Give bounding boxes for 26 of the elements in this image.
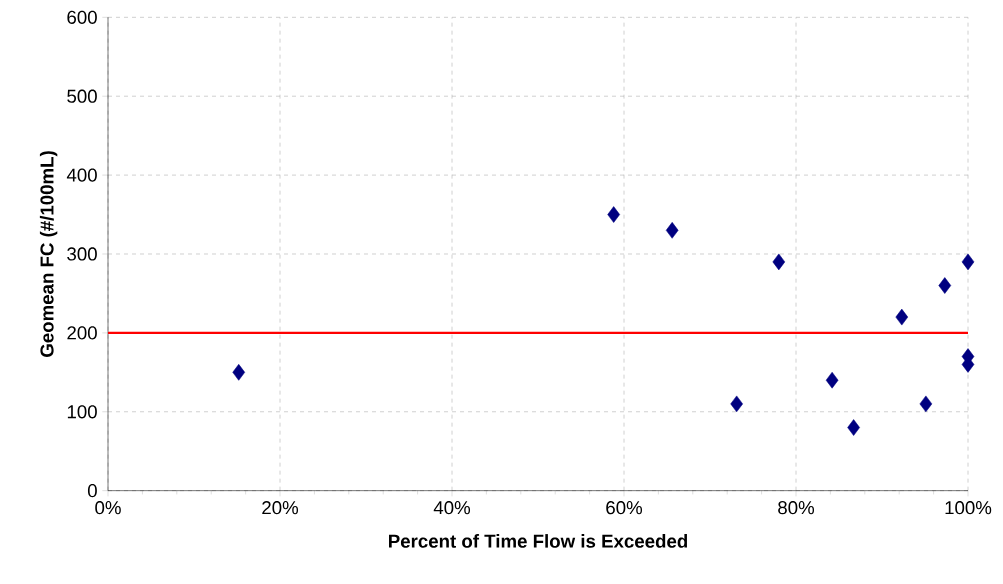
- y-axis-title: Geomean FC (#/100mL): [39, 151, 58, 357]
- x-tick-label: 60%: [606, 501, 643, 515]
- point: [232, 364, 245, 381]
- y-tick-label: 500: [67, 89, 97, 103]
- point: [607, 206, 620, 223]
- point: [847, 419, 860, 436]
- x-axis-title: Percent of Time Flow is Exceeded: [389, 534, 688, 548]
- point: [938, 277, 952, 294]
- point: [730, 395, 743, 413]
- point: [895, 308, 909, 326]
- y-tick-label: 0: [87, 484, 97, 498]
- point: [961, 253, 975, 271]
- point: [825, 371, 839, 389]
- point: [772, 253, 786, 271]
- x-tick-label: 40%: [433, 501, 471, 515]
- x-tick-label: 100%: [945, 501, 992, 515]
- y-tick-label: 600: [67, 10, 97, 24]
- y-tick-label: 100: [67, 405, 97, 419]
- y-tick-label: 400: [66, 168, 97, 182]
- y-tick-label: 300: [67, 247, 97, 261]
- x-tick-label: 80%: [778, 501, 815, 515]
- point: [665, 222, 679, 239]
- x-tick-label: 20%: [262, 501, 299, 515]
- x-tick-label: 0%: [95, 501, 121, 515]
- y-tick-label: 200: [67, 326, 97, 340]
- point: [919, 395, 933, 413]
